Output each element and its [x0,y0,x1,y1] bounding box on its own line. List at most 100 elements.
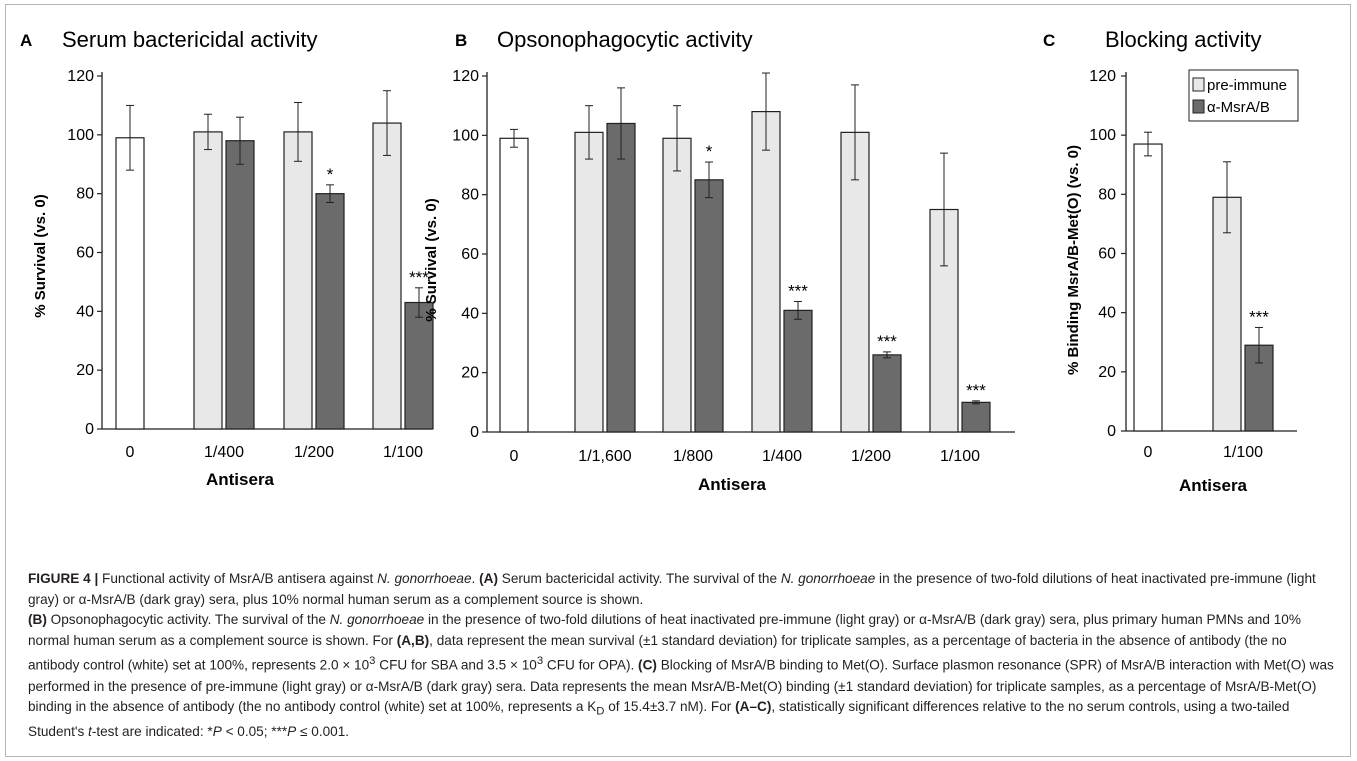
panel-a-ytick-label: 120 [67,68,94,85]
caption-text: , statistically significant differences … [28,699,1290,740]
caption-organism: N. gonorrhoeae [377,571,472,586]
panel-a-ytick-label: 100 [67,127,94,144]
caption-ref-ab: (A,B) [396,632,430,648]
caption-italic-t: t [88,724,92,740]
panel-b-category-label: 1/100 [940,448,980,465]
panel-b-significance-mark: * [706,142,713,161]
panel-a-bar-msr [225,140,255,430]
panel-a-letter: A [20,31,32,50]
caption-text: . [471,571,480,586]
panel-c-category-label: 1/100 [1223,444,1263,461]
legend-frame [1188,69,1299,122]
caption-sup: 3 [536,655,544,668]
panel-a-category-label: 1/200 [294,444,334,461]
caption-ref-b: (B) [28,612,47,628]
panel-a-ylabel: % Survival (vs. 0) [32,194,49,317]
panel-c-category-label: 0 [1144,444,1153,461]
panel-b-ytick-label: 80 [461,187,479,204]
panel-c-letter: C [1043,31,1055,50]
panel-b-ytick-label: 60 [461,246,479,263]
panel-a-ytick-label: 0 [85,421,94,438]
figure-caption: FIGURE 4 | Functional activity of MsrA/B… [28,569,1338,743]
caption-text: -test are indicated: * [91,724,213,740]
panel-b-bar-pre-immune [751,110,781,433]
panel-a-bar-pre-immune [283,131,313,430]
panel-c-ytick-label: 100 [1089,127,1116,144]
panel-b-category-label: 1/1,600 [578,448,631,465]
panel-a-ytick-label: 60 [76,245,94,262]
panel-a-bar-pre-immune [372,122,402,430]
panel-c-ytick-label: 40 [1098,305,1116,322]
charts-area: A Serum bactericidal activity % Survival… [20,27,1299,495]
panel-c-bar-pre-immune [1212,196,1242,432]
panel-b-significance-mark: *** [877,332,897,351]
panel-b-bar-pre-immune [574,131,604,433]
panel-c-title: Blocking activity [1105,27,1262,52]
panel-b-significance-mark: *** [788,281,808,300]
panel-b-bar-msr [606,122,636,433]
caption-text: Opsonophagocytic activity. The survival … [46,612,330,628]
panel-a-significance-mark: *** [409,268,429,287]
legend-swatch-msr [1192,99,1205,114]
panel-b-category-label: 1/400 [762,448,802,465]
panel-a-chart: A Serum bactericidal activity % Survival… [20,27,434,489]
caption-ref-ac: (A–C) [735,699,772,715]
panel-a-category-label: 1/400 [204,444,244,461]
caption-text: in the presence of two-fold dilutions of… [28,571,1316,607]
caption-text: , data represent the mean survival (±1 s… [28,632,1287,673]
panel-b-category-label: 1/200 [851,448,891,465]
caption-text: Functional activity of MsrA/B antisera a… [98,571,378,586]
panel-b-chart: B Opsonophagocytic activity % Survival (… [423,27,1015,494]
panel-a-ytick-label: 80 [76,186,94,203]
panel-c-legend: pre-immune α-MsrA/B [1188,69,1299,122]
panel-a-bar-msr [315,193,345,430]
caption-text: of 15.4±3.7 nM). For [604,699,736,715]
caption-ref-a: (A) [479,571,498,586]
panel-c-ytick-label: 120 [1089,68,1116,85]
panel-b-category-label: 1/800 [673,448,713,465]
legend-label-msr: α-MsrA/B [1207,99,1270,116]
panel-b-xlabel: Antisera [698,475,767,494]
caption-italic-p: P [212,724,222,740]
caption-ref-c: (C) [638,657,657,673]
panel-b-significance-mark: *** [966,381,986,400]
caption-paragraph-2: (B) Opsonophagocytic activity. The survi… [28,610,1338,743]
panel-b-bar-msr [783,309,813,433]
caption-text: CFU for SBA and 3.5 × 10 [375,657,537,673]
panel-b-ytick-label: 40 [461,305,479,322]
panel-b-ytick-label: 0 [470,424,479,441]
panel-b-title: Opsonophagocytic activity [497,27,753,52]
panel-a-ytick-label: 40 [76,303,94,320]
panel-c-chart: C Blocking activity % Binding MsrA/B-Met… [1043,27,1299,495]
legend-swatch-pre-immune [1192,77,1205,92]
caption-italic-p: P [287,724,297,740]
panel-c-ytick-label: 80 [1098,186,1116,203]
panel-b-ylabel: % Survival (vs. 0) [423,198,440,321]
panel-b-ytick-label: 120 [452,68,479,85]
caption-text: in the presence of two-fold dilutions of… [28,612,1301,648]
panel-b-bar-msr [694,179,724,433]
panel-c-significance-mark: *** [1249,307,1269,326]
panel-a-xlabel: Antisera [206,470,275,489]
caption-text: < 0.05; *** [221,724,288,740]
caption-organism: N. gonorrhoeae [780,571,876,586]
caption-figure-label: FIGURE 4 | [28,571,99,586]
panel-a-category-label: 1/100 [383,444,423,461]
panel-a-title: Serum bactericidal activity [62,27,318,52]
panel-c-ylabel: % Binding MsrA/B-Met(O) (vs. 0) [1065,145,1082,375]
caption-text: Serum bactericidal activity. The surviva… [497,571,781,586]
caption-text: Blocking of MsrA/B binding to Met(O). Su… [28,657,1334,715]
panel-c-ytick-label: 0 [1107,423,1116,440]
panel-b-bar-msr [961,401,991,433]
panel-a-significance-mark: * [327,165,334,184]
panel-b-bar-msr [872,354,902,433]
caption-text: ≤ 0.001. [296,724,350,740]
panel-c-ytick-label: 60 [1098,246,1116,263]
panel-b-ytick-label: 100 [452,127,479,144]
panel-b-letter: B [455,31,467,50]
panel-a-bar-msr [404,301,434,430]
panel-b-bar-pre-immune [662,137,692,433]
panel-b-category-label: 0 [510,448,519,465]
panel-a-bar-pre-immune [193,131,223,430]
panel-a-category-label: 0 [126,444,135,461]
